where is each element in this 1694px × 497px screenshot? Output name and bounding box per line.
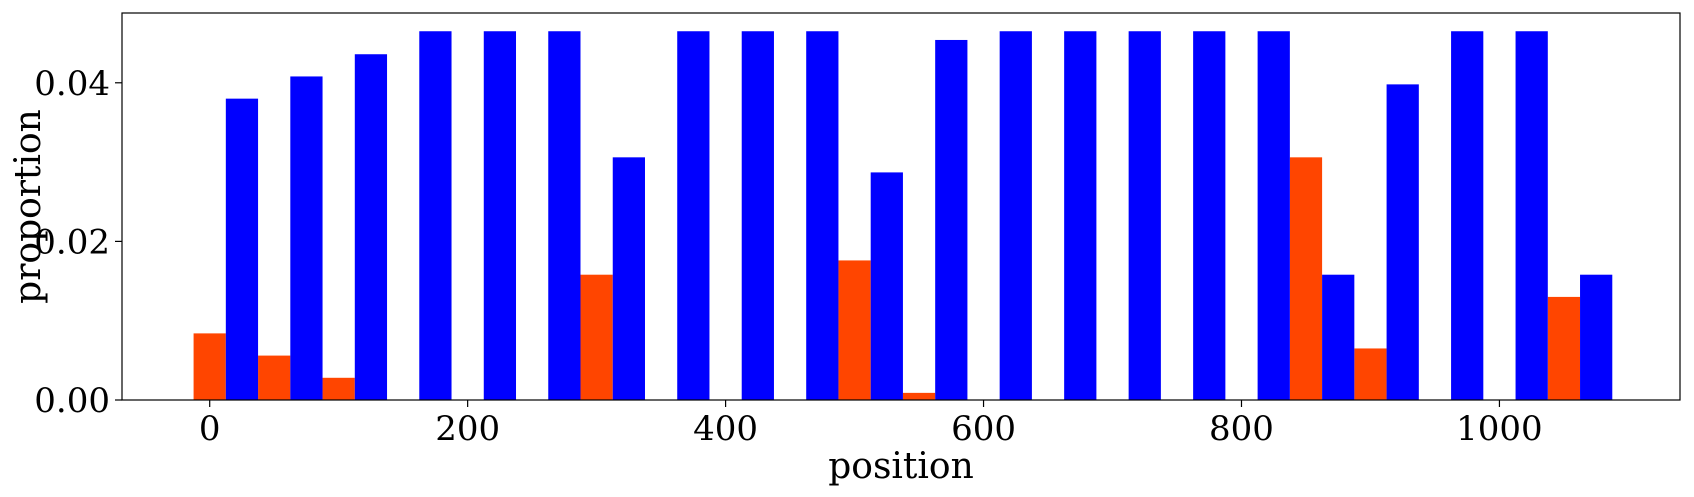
y-tick-label: 0.04 — [34, 64, 110, 104]
x-tick-label: 400 — [693, 409, 758, 449]
x-tick-label: 600 — [951, 409, 1016, 449]
blue-bar — [935, 39, 968, 401]
blue-bar — [290, 76, 323, 400]
blue-bar — [1128, 31, 1161, 401]
blue-bar — [1515, 31, 1548, 401]
blue-bar — [741, 31, 774, 401]
x-tick-label: 200 — [435, 409, 500, 449]
blue-bar — [1451, 31, 1484, 401]
orange-bar — [322, 377, 355, 400]
blue-bar — [612, 157, 645, 400]
blue-bar — [548, 31, 581, 401]
orange-bar — [902, 392, 936, 400]
y-axis-label: proportion — [8, 109, 49, 304]
x-axis-ticks: 0 200 400 600 800 1000 — [199, 400, 1543, 449]
y-axis-ticks: 0.00 0.02 0.04 — [34, 64, 122, 421]
y-tick-label: 0.00 — [34, 381, 110, 421]
orange-bar — [580, 274, 613, 400]
blue-bar — [677, 31, 710, 401]
orange-bar — [193, 333, 226, 400]
blue-bar — [870, 172, 903, 400]
blue-bar — [1257, 31, 1290, 401]
orange-bar — [1547, 296, 1581, 400]
blue-bar — [1322, 274, 1355, 400]
orange-bar — [838, 260, 871, 400]
x-axis-label: position — [828, 446, 974, 487]
orange-bar — [258, 355, 291, 400]
bars-group — [193, 31, 1613, 401]
blue-bar — [483, 31, 517, 401]
blue-bar — [1064, 31, 1097, 401]
blue-bar — [354, 54, 388, 401]
x-tick-label: 0 — [199, 409, 221, 449]
orange-bar — [1289, 157, 1323, 400]
plot-frame — [121, 12, 1681, 401]
blue-bar — [1580, 274, 1613, 400]
blue-bar — [806, 31, 839, 401]
blue-bar — [225, 98, 259, 401]
blue-bar — [999, 31, 1032, 401]
blue-bar — [1193, 31, 1226, 401]
x-tick-label: 1000 — [1456, 409, 1543, 449]
y-tick-label: 0.02 — [34, 222, 110, 262]
blue-bar — [1386, 84, 1419, 400]
blue-bar — [419, 31, 452, 401]
x-tick-label: 800 — [1209, 409, 1274, 449]
orange-bar — [1354, 348, 1387, 400]
